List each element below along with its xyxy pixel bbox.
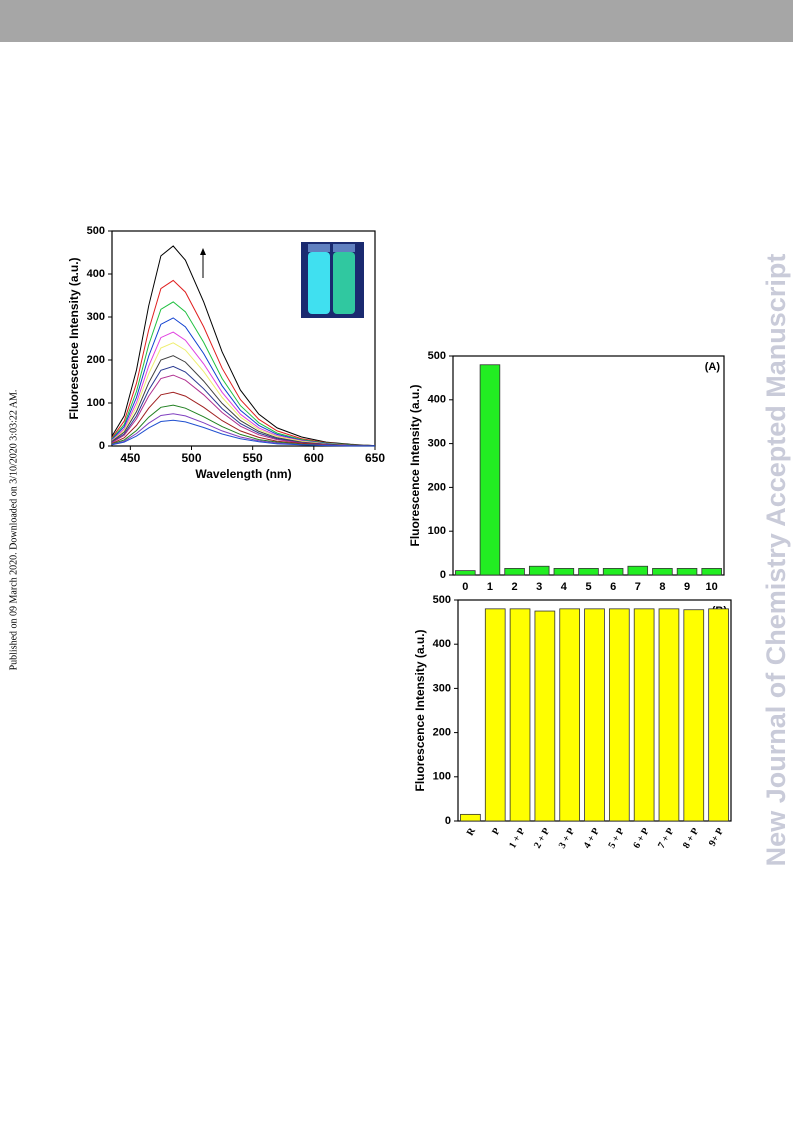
arrow	[200, 248, 206, 278]
side-note: Published on 09 March 2020. Downloaded o…	[8, 390, 19, 671]
x-tick-label: 2	[512, 581, 518, 593]
bar	[534, 610, 556, 822]
bar	[559, 608, 581, 822]
bar	[528, 565, 550, 576]
x-tick-label: 5 + P	[606, 826, 626, 850]
x-tick-label: 10	[706, 581, 718, 593]
annotation: (A)	[705, 361, 721, 373]
bar	[484, 608, 506, 822]
x-tick-label: 3	[536, 581, 542, 593]
bar	[676, 568, 698, 576]
x-tick-label: 600	[304, 451, 324, 465]
bar	[479, 364, 501, 576]
x-tick-label: 7 + P	[656, 826, 676, 850]
y-tick-label: 200	[87, 354, 105, 366]
x-tick-label: 500	[181, 451, 201, 465]
spectrum-line	[111, 301, 376, 447]
y-tick-label: 200	[428, 481, 446, 493]
y-tick-label: 400	[428, 394, 446, 406]
y-tick-label: 300	[428, 438, 446, 450]
x-tick-label: 1 + P	[507, 826, 527, 850]
bar	[683, 609, 705, 822]
bar	[708, 608, 729, 822]
y-tick-label: 500	[433, 594, 451, 606]
x-axis-label: Wavelength (nm)	[195, 467, 291, 481]
watermark: New Journal of Chemistry Accepted Manusc…	[761, 254, 791, 867]
x-tick-label: 8 + P	[681, 826, 701, 850]
spectrum-line	[111, 342, 376, 447]
bar	[658, 608, 680, 822]
y-tick-label: 0	[99, 440, 105, 452]
bar	[627, 565, 649, 576]
y-tick-label: 100	[428, 525, 446, 537]
x-tick-label: 4 + P	[582, 826, 602, 850]
header-bar	[0, 0, 793, 42]
y-tick-label: 0	[440, 569, 446, 581]
x-tick-label: 7	[635, 581, 641, 593]
bar	[460, 813, 481, 822]
x-tick-label: 6 + P	[631, 826, 651, 850]
x-tick-label: 2 + P	[532, 826, 552, 850]
bar	[633, 608, 655, 822]
y-tick-label: 0	[445, 815, 451, 827]
x-tick-label: P	[490, 826, 503, 837]
y-tick-label: 500	[87, 225, 105, 237]
x-tick-label: 9+ P	[707, 826, 726, 848]
bar	[652, 568, 673, 576]
x-tick-label: 1	[487, 581, 493, 593]
x-tick-label: 3 + P	[557, 826, 577, 850]
y-axis-label: Fluorescence Intensity (a.u.)	[67, 257, 81, 419]
y-tick-label: 200	[433, 727, 451, 739]
bar	[602, 568, 624, 576]
spectrum-line	[111, 413, 376, 447]
spectrum-line	[111, 279, 376, 447]
x-tick-label: R	[465, 825, 479, 837]
bar	[504, 568, 525, 576]
inset-photo	[301, 242, 364, 318]
bar	[701, 568, 722, 576]
x-tick-label: 9	[684, 581, 690, 593]
bar	[553, 568, 575, 576]
y-tick-label: 100	[433, 771, 451, 783]
x-tick-label: 550	[243, 451, 263, 465]
y-tick-label: 400	[87, 268, 105, 280]
y-tick-label: 400	[433, 638, 451, 650]
x-tick-label: 4	[561, 581, 568, 593]
spectrum-line	[111, 391, 376, 447]
y-tick-label: 100	[87, 397, 105, 409]
spectrum-line	[111, 419, 375, 447]
bar	[578, 568, 599, 576]
y-tick-label: 300	[87, 311, 105, 323]
x-tick-label: 650	[365, 451, 385, 465]
y-axis-label: Fluorescence Intensity (a.u.)	[413, 629, 427, 791]
bar	[455, 570, 476, 576]
bar	[608, 608, 630, 822]
x-tick-label: 450	[120, 451, 140, 465]
y-tick-label: 500	[428, 350, 446, 362]
bar	[509, 608, 531, 822]
x-tick-label: 5	[585, 581, 591, 593]
y-axis-label: Fluorescence Intensity (a.u.)	[408, 384, 422, 546]
x-tick-label: 0	[462, 581, 468, 593]
spectrum-line	[111, 245, 376, 447]
x-tick-label: 6	[610, 581, 616, 593]
plot-frame	[111, 230, 376, 447]
bar	[584, 608, 605, 822]
x-tick-label: 8	[659, 581, 665, 593]
y-tick-label: 300	[433, 682, 451, 694]
